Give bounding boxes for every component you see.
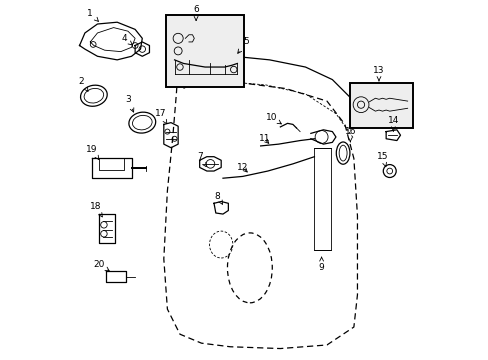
Text: 1: 1 <box>87 9 98 21</box>
Text: 2: 2 <box>79 77 88 91</box>
Text: 7: 7 <box>196 152 206 167</box>
Text: 16: 16 <box>344 127 355 142</box>
Text: 17: 17 <box>154 109 166 124</box>
Text: 18: 18 <box>90 202 102 217</box>
Text: 13: 13 <box>372 66 384 81</box>
Bar <box>314 148 330 250</box>
Text: 15: 15 <box>376 152 387 167</box>
Bar <box>165 15 244 87</box>
Text: 11: 11 <box>258 134 269 143</box>
Text: 5: 5 <box>237 37 249 53</box>
Text: 12: 12 <box>237 163 248 172</box>
Text: 20: 20 <box>93 260 109 271</box>
Text: 6: 6 <box>193 5 199 20</box>
Text: 3: 3 <box>125 95 134 112</box>
Text: 9: 9 <box>318 257 324 273</box>
Text: 14: 14 <box>387 116 398 131</box>
Bar <box>349 83 412 128</box>
Text: 8: 8 <box>214 192 222 204</box>
Text: 4: 4 <box>122 34 132 45</box>
Text: 10: 10 <box>265 113 281 124</box>
Text: 19: 19 <box>86 145 99 159</box>
